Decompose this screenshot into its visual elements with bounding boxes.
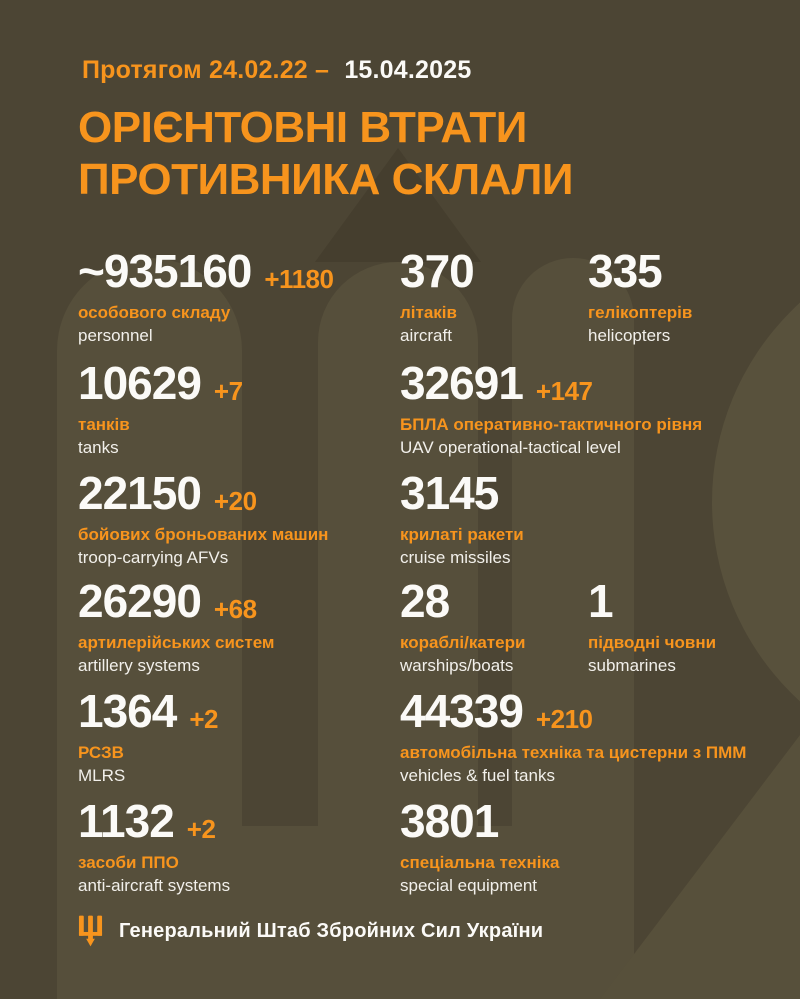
stat-value: 44339 <box>400 685 524 737</box>
stat-submarines: 1 підводні човни submarines <box>588 578 716 677</box>
stat-label-en: submarines <box>588 656 676 676</box>
stat-delta: +1180 <box>264 264 334 295</box>
stat-vehicles: 44339 +210 автомобільна техніка та цистер… <box>400 688 746 787</box>
stat-afv: 22150 +20 бойових броньованих машин troop… <box>78 470 328 569</box>
stat-label-en: cruise missiles <box>400 548 511 568</box>
stat-value: 26290 <box>78 575 202 627</box>
stat-label-en: artillery systems <box>78 656 200 676</box>
period-range: Протягом 24.02.22 – <box>82 56 330 84</box>
stat-delta: +147 <box>535 376 593 407</box>
footer-org-name: Генеральний Штаб Збройних Сил України <box>119 919 544 942</box>
tryzub-watermark-middle-prong <box>318 262 478 828</box>
stat-delta: +7 <box>213 376 243 407</box>
stat-cruise-missiles: 3145 крилаті ракети cruise missiles <box>400 470 524 569</box>
stat-delta: +2 <box>189 704 218 735</box>
stat-label-uk: підводні човни <box>588 633 717 652</box>
stat-label-en: troop-carrying AFVs <box>78 548 229 568</box>
stat-uav: 32691 +147 БПЛА оперативно-тактичного рів… <box>400 360 702 459</box>
period-end-date: 15.04.2025 <box>344 56 472 84</box>
stat-label-uk: артилерійських систем <box>78 633 275 652</box>
stat-value: 1364 <box>78 685 177 737</box>
stat-mlrs: 1364 +2 РСЗВ MLRS <box>78 688 218 787</box>
page-title-line1: ОРІЄНТОВНІ ВТРАТИ <box>78 103 527 152</box>
page-title: ОРІЄНТОВНІ ВТРАТИ ПРОТИВНИКА СКЛАЛИ <box>78 102 573 206</box>
stat-label-en: special equipment <box>400 876 538 896</box>
stat-value: 1132 <box>78 795 175 847</box>
stat-label-en: UAV operational-tactical level <box>400 438 621 458</box>
stat-value: 32691 <box>400 357 524 409</box>
stat-label-uk: спеціальна техніка <box>400 853 560 872</box>
stat-label-uk: засоби ППО <box>78 853 179 872</box>
stat-value: 3145 <box>400 467 499 519</box>
stat-label-uk: гелікоптерів <box>588 303 693 322</box>
stat-value: ~935160 <box>78 245 252 297</box>
stat-label-en: personnel <box>78 326 153 346</box>
footer: Генеральний Штаб Збройних Сил України <box>78 914 543 948</box>
stat-label-en: MLRS <box>78 766 126 786</box>
page-title-line2: ПРОТИВНИКА СКЛАЛИ <box>78 155 573 204</box>
tryzub-icon <box>78 915 103 947</box>
stat-helicopters: 335 гелікоптерів helicopters <box>588 248 692 347</box>
stat-aircraft: 370 літаків aircraft <box>400 245 475 347</box>
stat-delta: +2 <box>186 814 216 845</box>
stat-label-en: helicopters <box>588 326 671 346</box>
stat-value: 335 <box>588 245 663 297</box>
stat-value: 22150 <box>78 467 202 519</box>
stat-label-uk: кораблі/катери <box>400 633 526 652</box>
stat-value: 3801 <box>400 795 499 847</box>
tryzub-watermark-right-prong <box>512 258 634 828</box>
stat-label-en: anti-aircraft systems <box>78 876 231 896</box>
stat-label-uk: РСЗВ <box>78 743 124 762</box>
stat-label-uk: крилаті ракети <box>400 525 524 544</box>
stat-delta: +20 <box>213 486 257 517</box>
tryzub-watermark-base <box>57 826 634 999</box>
tryzub-watermark-left-prong <box>57 258 242 828</box>
stat-artillery: 26290 +68 артилерійських систем artillery… <box>78 578 275 677</box>
stat-label-uk: танків <box>78 415 130 434</box>
stat-label-uk: літаків <box>400 303 457 322</box>
stat-label-uk: бойових броньованих машин <box>78 525 329 544</box>
stat-warships: 28 кораблі/катери warships/boats <box>400 578 525 677</box>
stat-label-uk: особового складу <box>78 303 231 322</box>
stat-value: 28 <box>400 575 450 627</box>
stat-label-uk: автомобільна техніка та цистерни з ПММ <box>400 743 747 762</box>
stat-value: 10629 <box>78 357 202 409</box>
stat-label-en: tanks <box>78 438 119 458</box>
stat-delta: +68 <box>213 594 257 625</box>
stat-value: 370 <box>400 245 475 297</box>
stat-value: 1 <box>588 575 614 627</box>
period-line: Протягом 24.02.22 – 15.04.2025 <box>82 56 471 85</box>
stat-delta: +210 <box>535 704 593 735</box>
stat-personnel: ~935160 +1180 особового складу personnel <box>78 245 334 347</box>
stat-special-equipment: 3801 спеціальна техніка special equipmen… <box>400 798 559 897</box>
stat-anti-aircraft: 1132 +2 засоби ППО anti-aircraft systems <box>78 798 230 897</box>
stat-label-en: warships/boats <box>400 656 514 676</box>
stat-label-uk: БПЛА оперативно-тактичного рівня <box>400 415 703 434</box>
stat-tanks: 10629 +7 танків tanks <box>78 360 243 459</box>
stat-label-en: vehicles & fuel tanks <box>400 766 555 786</box>
stat-label-en: aircraft <box>400 326 452 346</box>
